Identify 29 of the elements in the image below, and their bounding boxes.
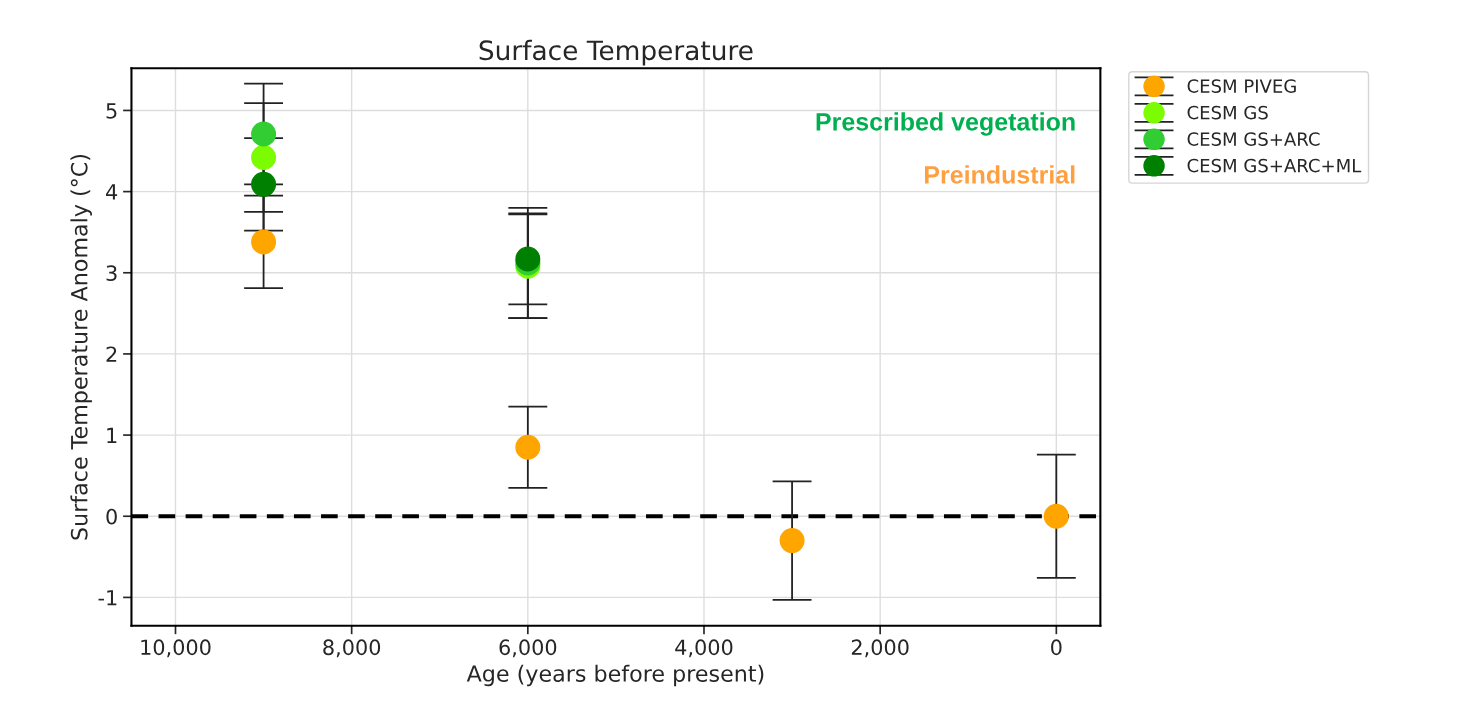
x-tick-label: 4,000	[675, 639, 733, 658]
x-axis-title: Age (years before present)	[466, 664, 764, 687]
x-tick-label: 8,000	[323, 639, 381, 658]
y-tick-label: 2	[106, 346, 117, 362]
y-tick-label: 0	[106, 508, 117, 525]
point	[1043, 503, 1069, 529]
point	[251, 171, 277, 197]
y-axis-title: Surface Temperature Anomaly (°C)	[70, 154, 92, 540]
annotation: Preindustrial	[925, 165, 1075, 184]
point	[251, 145, 277, 171]
y-tick-label: 5	[106, 103, 117, 119]
point	[251, 229, 277, 255]
annotation: Prescribed vegetation	[816, 112, 1075, 136]
y-tick-label: -1	[98, 590, 117, 606]
x-tick-label: 0	[1051, 639, 1062, 656]
legend-label: CESM PIVEG	[1187, 79, 1296, 93]
legend-label: CESM GS	[1187, 105, 1268, 120]
x-tick-label: 6,000	[499, 639, 557, 658]
point	[251, 121, 277, 147]
y-tick-label: 4	[106, 184, 118, 200]
x-tick-label: 2,000	[851, 639, 909, 658]
point	[779, 528, 805, 554]
legend-label: CESM GS+ARC	[1187, 132, 1320, 146]
chart-title: Surface Temperature	[479, 39, 753, 66]
y-tick-label: 1	[107, 427, 117, 443]
legend-label: CESM GS+ARC+ML	[1187, 158, 1362, 173]
point	[515, 434, 541, 460]
x-tick-label: 10,000	[141, 639, 211, 658]
y-tick-label: 3	[106, 265, 117, 281]
